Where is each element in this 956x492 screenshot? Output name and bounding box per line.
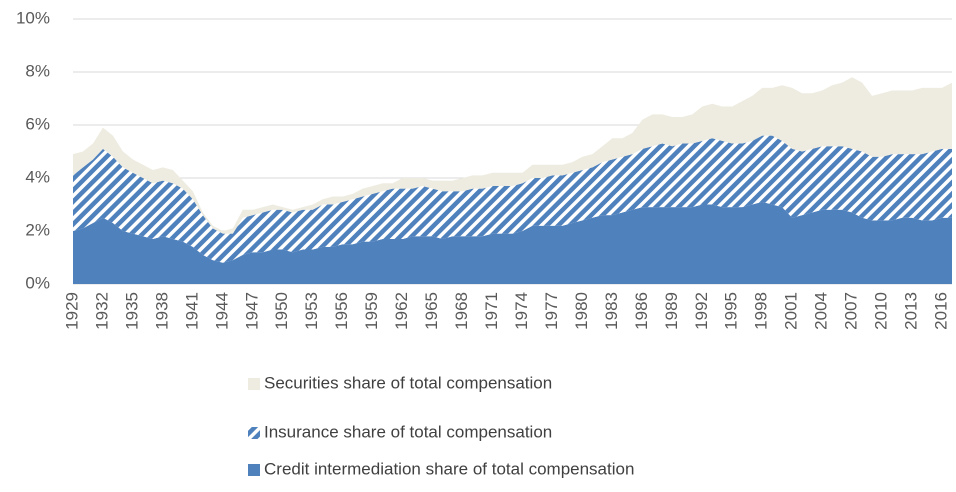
- x-tick-label: 1932: [92, 292, 111, 330]
- legend-swatch: [248, 464, 260, 476]
- x-tick-label: 1959: [362, 292, 381, 330]
- x-tick-label: 1998: [752, 292, 771, 330]
- x-tick-label: 1941: [182, 292, 201, 330]
- x-tick-label: 1953: [302, 292, 321, 330]
- x-tick-label: 1965: [422, 292, 441, 330]
- x-tick-label: 1980: [572, 292, 591, 330]
- x-tick-label: 1950: [272, 292, 291, 330]
- x-tick-label: 1989: [662, 292, 681, 330]
- legend-label: Securities share of total compensation: [264, 373, 552, 392]
- area: [73, 135, 952, 263]
- x-tick-label: 1992: [692, 292, 711, 330]
- legend-label: Insurance share of total compensation: [264, 422, 552, 441]
- y-tick-label: 10%: [16, 8, 50, 27]
- area: [73, 77, 952, 234]
- x-tick-label: 1968: [452, 292, 471, 330]
- legend-label: Credit intermediation share of total com…: [264, 459, 634, 478]
- legend-swatch: [248, 378, 260, 390]
- x-tick-label: 1986: [632, 292, 651, 330]
- area: [73, 201, 952, 284]
- x-tick-label: 1974: [512, 292, 531, 330]
- x-tick-label: 1929: [62, 292, 81, 330]
- x-tick-label: 1944: [212, 292, 231, 330]
- y-tick-label: 4%: [25, 167, 50, 186]
- x-tick-label: 1971: [482, 292, 501, 330]
- y-tick-label: 0%: [25, 273, 50, 292]
- x-tick-label: 1947: [242, 292, 261, 330]
- y-tick-label: 8%: [25, 61, 50, 80]
- x-tick-label: 2016: [931, 292, 950, 330]
- x-tick-label: 2010: [872, 292, 891, 330]
- y-tick-label: 6%: [25, 114, 50, 133]
- x-tick-label: 1938: [152, 292, 171, 330]
- x-tick-label: 2001: [782, 292, 801, 330]
- x-tick-label: 1956: [332, 292, 351, 330]
- x-tick-label: 1995: [722, 292, 741, 330]
- x-tick-label: 2004: [812, 292, 831, 330]
- x-tick-label: 1977: [542, 292, 561, 330]
- x-tick-label: 1935: [122, 292, 141, 330]
- legend-swatch: [248, 427, 260, 439]
- y-tick-label: 2%: [25, 220, 50, 239]
- x-tick-label: 1983: [602, 292, 621, 330]
- x-tick-label: 1962: [392, 292, 411, 330]
- x-tick-label: 2013: [902, 292, 921, 330]
- x-tick-label: 2007: [842, 292, 861, 330]
